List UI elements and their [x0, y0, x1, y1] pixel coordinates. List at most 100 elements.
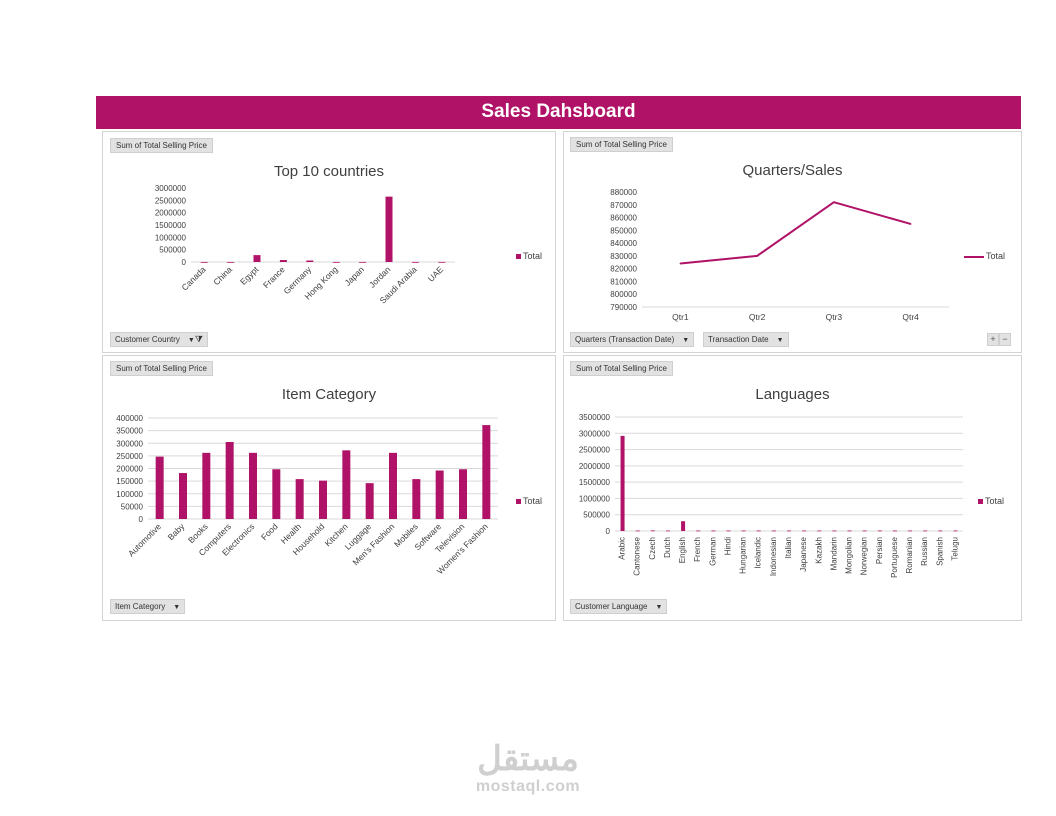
y-tick-label: 400000 [116, 414, 143, 423]
bar [272, 469, 281, 519]
bar [365, 483, 374, 519]
x-tick-label: Qtr2 [749, 312, 766, 322]
bar [711, 530, 716, 532]
quarters-filter-label: Quarters (Transaction Date) [575, 335, 675, 344]
bar [385, 196, 393, 262]
bar [953, 530, 958, 532]
bar [306, 260, 314, 262]
category-field-button[interactable]: Sum of Total Selling Price [110, 361, 214, 376]
bar [650, 530, 655, 532]
quarters-chart-title: Quarters/Sales [742, 162, 843, 179]
bar [295, 479, 304, 519]
x-tick-label: Japanese [799, 536, 808, 571]
y-tick-label: 3500000 [579, 413, 611, 422]
category-panel: Sum of Total Selling Price Item Category… [102, 355, 556, 621]
x-tick-label: Qtr1 [672, 312, 689, 322]
y-tick-label: 840000 [610, 239, 637, 248]
bar [832, 530, 837, 532]
languages-legend-label: Total [985, 496, 1005, 506]
bar [202, 452, 211, 519]
languages-chart-title: Languages [755, 386, 830, 403]
y-tick-label: 1000000 [155, 233, 187, 242]
bar [227, 261, 235, 263]
y-tick-label: 870000 [610, 201, 637, 210]
transaction-date-filter-label: Transaction Date [708, 335, 769, 344]
x-tick-label: Hungarian [739, 537, 748, 574]
expand-button[interactable]: + [987, 333, 999, 346]
languages-legend: Total [978, 496, 1004, 506]
bar [802, 530, 807, 532]
y-tick-label: 500000 [583, 511, 610, 520]
bar [908, 530, 913, 532]
y-tick-label: 200000 [116, 465, 143, 474]
bar [681, 521, 686, 531]
transaction-date-filter[interactable]: Transaction Date ▼ [703, 332, 789, 347]
countries-legend-label: Total [523, 251, 543, 261]
countries-panel: Sum of Total Selling Price Top 10 countr… [102, 131, 556, 353]
x-tick-label: Norwegian [860, 537, 869, 575]
bar [438, 261, 446, 263]
bar [877, 530, 882, 532]
bar [923, 530, 928, 532]
y-tick-label: 0 [139, 515, 144, 524]
y-tick-label: 1500000 [155, 221, 187, 230]
x-tick-label: Czech [648, 537, 657, 560]
customer-country-filter-label: Customer Country [115, 335, 180, 344]
languages-chart: 3500000 3000000 2500000 2000000 1500000 10000… [579, 413, 963, 578]
category-chart-title: Item Category [281, 386, 377, 403]
bar [771, 530, 776, 532]
y-tick-label: 800000 [610, 290, 637, 299]
bar [435, 470, 444, 519]
bar [635, 530, 640, 532]
y-tick-label: 300000 [116, 439, 143, 448]
bar [787, 530, 791, 532]
item-category-filter-label: Item Category [115, 602, 166, 611]
watermark: مستقل mostaql.com [463, 740, 593, 796]
bar [696, 530, 701, 532]
y-tick-label: 350000 [116, 427, 143, 436]
x-tick-label: Russian [920, 537, 929, 566]
y-tick-label: 250000 [116, 452, 143, 461]
customer-country-filter[interactable]: Customer Country ▼⧩ [110, 332, 208, 347]
x-tick-label: China [211, 264, 234, 287]
bar [332, 261, 340, 263]
x-tick-label: Qtr4 [902, 312, 919, 322]
bar [411, 261, 419, 263]
x-tick-label: Kazakh [814, 537, 823, 564]
chevron-down-icon: ▼ [682, 337, 690, 344]
bar [225, 441, 234, 519]
quarters-filter[interactable]: Quarters (Transaction Date) ▼ [570, 332, 695, 347]
customer-language-filter[interactable]: Customer Language ▼ [570, 599, 668, 614]
y-tick-label: 150000 [116, 477, 143, 486]
x-tick-label: Men's Fashion [350, 521, 396, 567]
x-tick-label: English [678, 537, 687, 563]
bar [847, 530, 852, 532]
x-tick-label: Icelandic [754, 537, 763, 569]
watermark-site: mostaql.com [475, 778, 581, 795]
funnel-icon: ⧩ [194, 334, 203, 344]
x-tick-label: Egypt [238, 264, 261, 287]
y-tick-label: 2000000 [579, 462, 611, 471]
bar [741, 530, 746, 532]
x-tick-label: Hindi [723, 537, 732, 555]
x-tick-label: Telugu [950, 537, 959, 561]
quarters-panel: Sum of Total Selling Price Quarters/Sale… [563, 131, 1022, 353]
x-tick-label: Spanish [935, 537, 944, 566]
y-tick-label: 3000000 [155, 184, 187, 193]
bar [253, 255, 261, 262]
collapse-button[interactable]: − [999, 333, 1011, 346]
bar [179, 473, 187, 519]
x-tick-label: Arabic [618, 537, 627, 560]
x-tick-label: Persian [875, 537, 884, 564]
x-tick-label: German [708, 537, 717, 566]
item-category-filter[interactable]: Item Category ▼ [110, 599, 186, 614]
y-tick-label: 1000000 [579, 494, 611, 503]
languages-field-button[interactable]: Sum of Total Selling Price [570, 361, 674, 376]
countries-field-button[interactable]: Sum of Total Selling Price [110, 138, 214, 153]
y-tick-label: 2500000 [155, 196, 187, 205]
x-tick-label: Mongolian [845, 537, 854, 574]
y-tick-label: 1500000 [579, 478, 611, 487]
quarters-field-button[interactable]: Sum of Total Selling Price [570, 137, 674, 152]
bar [359, 261, 367, 263]
category-chart: 400000 350000 300000 250000 200000 150000 1000… [116, 414, 498, 576]
